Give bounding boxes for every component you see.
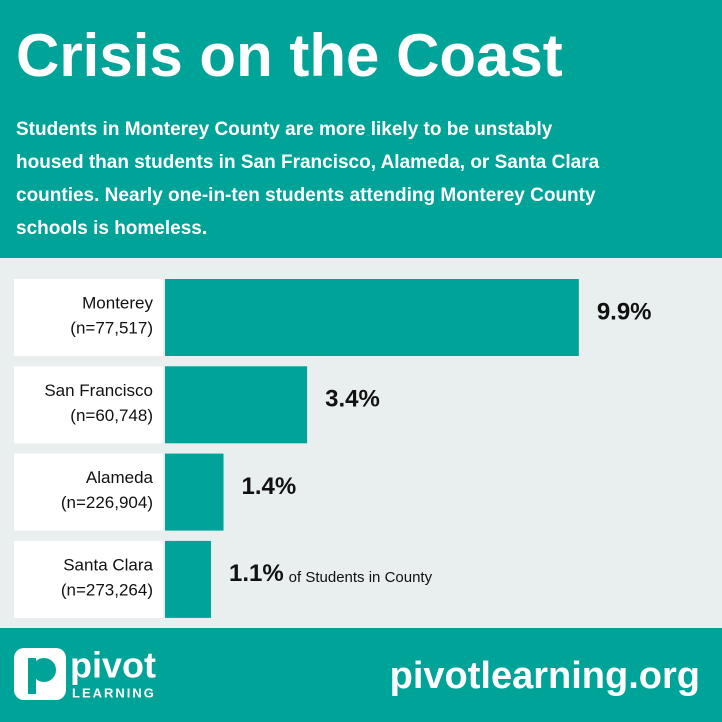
annotation: of Students in County bbox=[289, 569, 433, 586]
label-box bbox=[14, 366, 163, 444]
category-label: Alameda bbox=[86, 468, 154, 487]
label-box bbox=[14, 453, 163, 531]
subtitle-line: housed than students in San Francisco, A… bbox=[16, 152, 600, 173]
subtitle-line: Students in Monterey County are more lik… bbox=[16, 119, 553, 140]
category-note: (n=60,748) bbox=[70, 406, 153, 425]
bar bbox=[165, 453, 224, 531]
value-label: 9.9% bbox=[597, 298, 652, 325]
logo: pivot LEARNING bbox=[14, 645, 156, 700]
logo-icon-stem bbox=[28, 658, 36, 694]
category-note: (n=273,264) bbox=[61, 580, 153, 599]
category-note: (n=226,904) bbox=[61, 493, 153, 512]
chart-title: Crisis on the Coast bbox=[16, 22, 563, 89]
header-band bbox=[0, 0, 722, 258]
subtitle-line: schools is homeless. bbox=[16, 218, 207, 239]
category-label: Monterey bbox=[82, 293, 153, 312]
label-box bbox=[14, 540, 163, 618]
footer-band bbox=[0, 628, 722, 722]
value-label: 1.1% bbox=[229, 560, 284, 587]
logo-icon-bowl bbox=[32, 658, 56, 682]
value-label: 3.4% bbox=[325, 386, 380, 413]
bar bbox=[165, 279, 579, 356]
label-box bbox=[14, 279, 163, 356]
logo-name: pivot bbox=[70, 645, 156, 686]
category-label: Santa Clara bbox=[63, 555, 153, 574]
category-note: (n=77,517) bbox=[70, 318, 153, 337]
subtitle-line: counties. Nearly one-in-ten students att… bbox=[16, 185, 596, 206]
value-label: 1.4% bbox=[242, 473, 297, 500]
bar bbox=[165, 540, 211, 618]
logo-tagline: LEARNING bbox=[72, 685, 156, 700]
website: pivotlearning.org bbox=[390, 655, 700, 697]
bar bbox=[165, 366, 308, 444]
category-label: San Francisco bbox=[44, 381, 153, 400]
